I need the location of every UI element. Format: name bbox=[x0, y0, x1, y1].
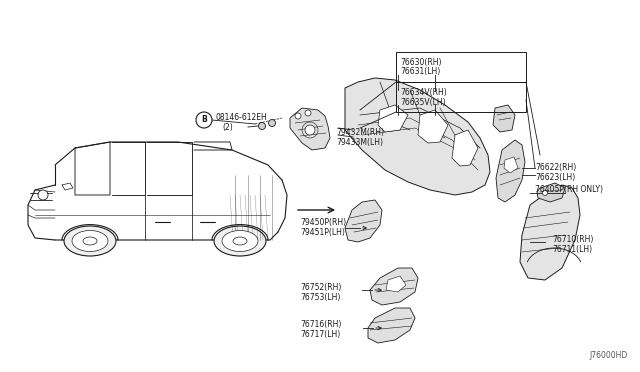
Text: 76710(RH): 76710(RH) bbox=[552, 235, 593, 244]
Bar bbox=[396, 82, 526, 112]
Text: 79433M(LH): 79433M(LH) bbox=[336, 138, 383, 147]
Text: 79432M(RH): 79432M(RH) bbox=[336, 128, 384, 137]
Polygon shape bbox=[386, 276, 406, 292]
Text: J76000HD: J76000HD bbox=[589, 351, 628, 360]
Text: 79450P(RH): 79450P(RH) bbox=[300, 218, 346, 227]
Text: 76716(RH): 76716(RH) bbox=[300, 320, 341, 329]
Ellipse shape bbox=[64, 226, 116, 256]
Text: 76405P(RH ONLY): 76405P(RH ONLY) bbox=[535, 185, 603, 194]
Text: 76635V(LH): 76635V(LH) bbox=[400, 98, 445, 107]
Text: 76631(LH): 76631(LH) bbox=[400, 67, 440, 76]
Text: 76623(LH): 76623(LH) bbox=[535, 173, 575, 182]
Text: 76630(RH): 76630(RH) bbox=[400, 58, 442, 67]
Circle shape bbox=[543, 190, 547, 196]
Polygon shape bbox=[345, 200, 382, 242]
Circle shape bbox=[305, 125, 315, 135]
Circle shape bbox=[259, 122, 266, 129]
Text: 08146-612EH: 08146-612EH bbox=[215, 113, 267, 122]
Text: (2): (2) bbox=[222, 123, 233, 132]
Polygon shape bbox=[418, 110, 448, 143]
Polygon shape bbox=[452, 130, 478, 166]
Ellipse shape bbox=[72, 231, 108, 251]
Polygon shape bbox=[493, 105, 515, 132]
Circle shape bbox=[305, 110, 311, 116]
Polygon shape bbox=[370, 268, 418, 305]
Polygon shape bbox=[290, 108, 330, 150]
Circle shape bbox=[269, 119, 275, 126]
Ellipse shape bbox=[233, 237, 247, 245]
Polygon shape bbox=[368, 308, 415, 343]
Circle shape bbox=[38, 190, 48, 200]
Polygon shape bbox=[504, 157, 518, 173]
Ellipse shape bbox=[83, 237, 97, 245]
Text: 76753(LH): 76753(LH) bbox=[300, 293, 340, 302]
Text: B: B bbox=[201, 115, 207, 125]
Text: 76717(LH): 76717(LH) bbox=[300, 330, 340, 339]
Polygon shape bbox=[496, 140, 525, 202]
Ellipse shape bbox=[214, 226, 266, 256]
Text: 76752(RH): 76752(RH) bbox=[300, 283, 341, 292]
Text: 76634V(RH): 76634V(RH) bbox=[400, 88, 447, 97]
Text: 76622(RH): 76622(RH) bbox=[535, 163, 576, 172]
Text: 79451P(LH): 79451P(LH) bbox=[300, 228, 345, 237]
Polygon shape bbox=[378, 105, 408, 132]
Bar bbox=[396, 52, 526, 82]
Text: 76711(LH): 76711(LH) bbox=[552, 245, 592, 254]
Polygon shape bbox=[520, 185, 580, 280]
Circle shape bbox=[295, 113, 301, 119]
Ellipse shape bbox=[222, 231, 258, 251]
Polygon shape bbox=[345, 78, 490, 195]
Polygon shape bbox=[537, 183, 565, 202]
Circle shape bbox=[196, 112, 212, 128]
